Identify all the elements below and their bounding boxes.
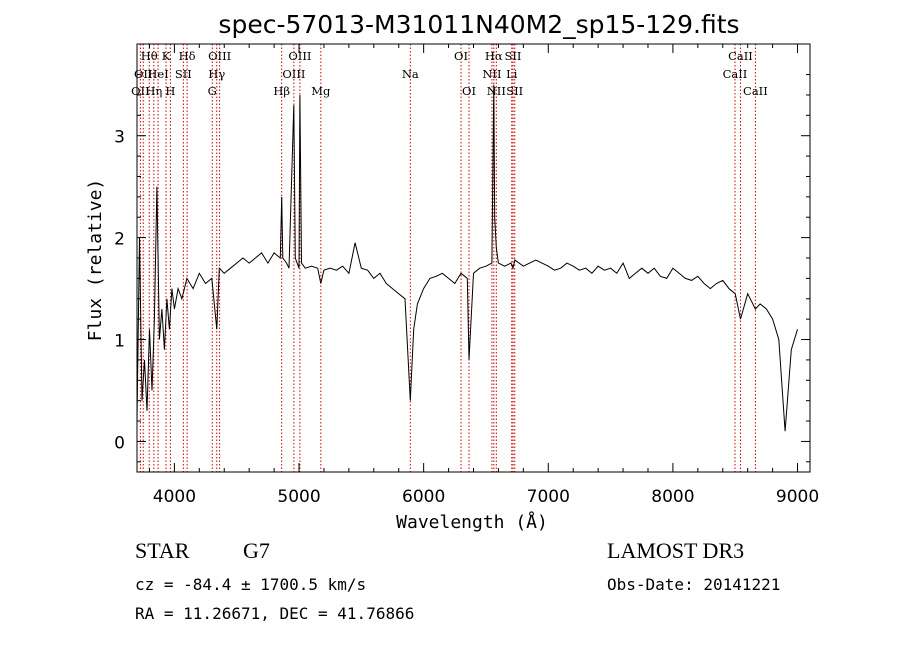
line-marker-label-7: SII	[175, 67, 192, 81]
redshift-text: cz = -84.4 ± 1700.5 km/s	[135, 575, 366, 594]
line-marker-label-16: Na	[402, 67, 419, 81]
x-tick-label-5: 9000	[776, 487, 819, 507]
line-marker-label-15: Mg	[311, 84, 331, 98]
line-marker-label-8: Hδ	[179, 49, 196, 63]
object-subclass: G7	[243, 538, 270, 563]
line-marker-label-24: SII	[506, 84, 523, 98]
line-marker-label-23: SII	[505, 49, 522, 63]
object-class: STAR	[135, 538, 190, 563]
line-marker-label-13: OIII	[282, 67, 305, 81]
y-tick-label-1: 1	[114, 332, 125, 352]
line-marker-label-9: G	[208, 84, 217, 98]
x-tick-label-1: 5000	[277, 487, 320, 507]
line-marker-label-3: Hη	[145, 84, 162, 98]
y-axis-ticks: 0 1 2 3	[114, 74, 810, 463]
x-tick-label-2: 6000	[402, 487, 445, 507]
obs-date-text: Obs-Date: 20141221	[607, 575, 780, 594]
line-marker-labels: OIIOIIHθHηHeIKHSIIHδGHγOIIIHβOIIIOIIIMgN…	[131, 49, 768, 98]
x-tick-label-0: 4000	[153, 487, 196, 507]
x-axis-label: Wavelength (Å)	[396, 511, 548, 533]
x-tick-label-3: 7000	[527, 487, 570, 507]
line-marker-label-18: OI	[462, 84, 476, 98]
y-tick-label-2: 2	[114, 230, 125, 250]
line-marker-label-10: Hγ	[208, 67, 225, 81]
line-marker-label-17: OI	[454, 49, 468, 63]
line-marker-label-6: H	[165, 84, 175, 98]
line-marker-label-19: NII	[482, 67, 501, 81]
y-tick-label-3: 3	[114, 128, 125, 148]
y-axis-label: Flux (relative)	[85, 179, 106, 342]
line-marker-label-4: HeI	[147, 67, 168, 81]
coordinates-text: RA = 11.26671, DEC = 41.76866	[135, 604, 414, 623]
line-marker-label-12: Hβ	[273, 84, 290, 98]
y-tick-label-0: 0	[114, 433, 125, 453]
line-marker-label-14: OIII	[288, 49, 311, 63]
line-marker-label-2: Hθ	[141, 49, 158, 63]
line-markers	[139, 44, 756, 472]
line-marker-label-21: NII	[487, 84, 506, 98]
line-marker-label-27: CaII	[743, 84, 768, 98]
spectrum-line	[136, 84, 798, 432]
x-tick-label-4: 8000	[651, 487, 694, 507]
line-marker-label-22: Li	[506, 67, 518, 81]
x-axis-ticks: 4000 5000 6000 7000 8000 9000	[148, 44, 819, 507]
line-marker-label-26: CaII	[728, 49, 753, 63]
line-marker-label-0: OII	[131, 84, 150, 98]
survey-name: LAMOST DR3	[607, 538, 744, 563]
line-marker-label-11: OIII	[208, 49, 231, 63]
line-marker-label-20: Hα	[485, 49, 503, 63]
line-marker-label-5: K	[162, 49, 171, 63]
plot-frame	[136, 43, 811, 473]
chart-title: spec-57013-M31011N40M2_sp15-129.fits	[218, 10, 739, 39]
line-marker-label-25: CaII	[723, 67, 748, 81]
line-marker-label-1: OII	[134, 67, 153, 81]
